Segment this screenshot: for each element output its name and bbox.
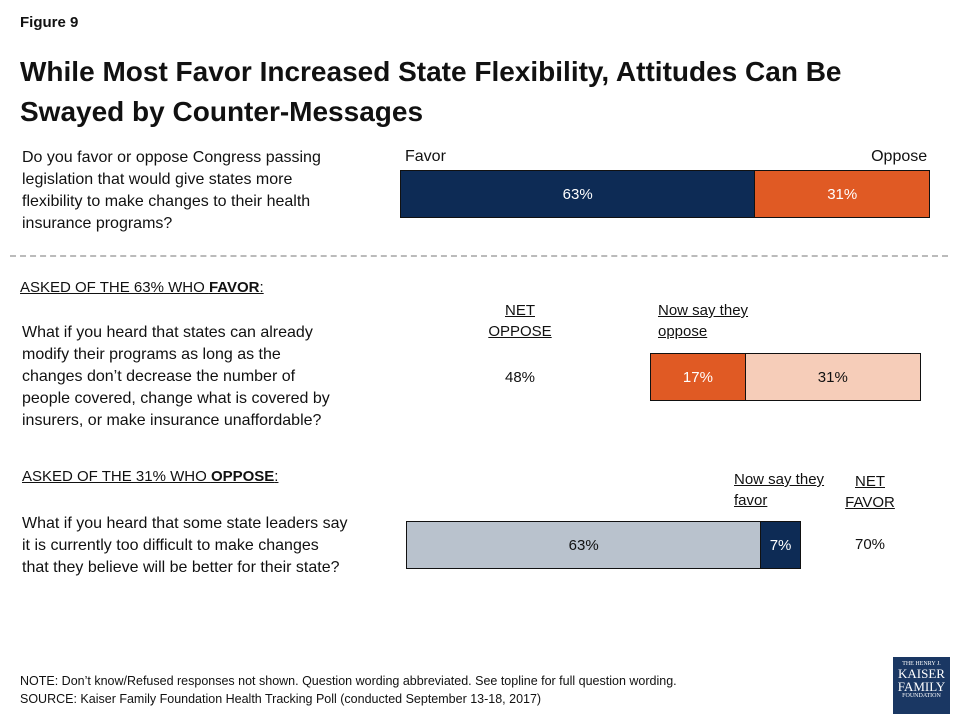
question-line: insurance programs? bbox=[22, 215, 173, 232]
question-line: changes don’t decrease the number of bbox=[22, 368, 296, 385]
heading-part: ASKED OF THE 63% WHO bbox=[20, 279, 209, 296]
figure-label: Figure 9 bbox=[20, 14, 79, 31]
note: NOTE: Don’t know/Refused responses not s… bbox=[20, 674, 677, 688]
question-line: modify their programs as long as the bbox=[22, 346, 281, 363]
heading-part: : bbox=[259, 279, 264, 296]
question-line: insurers, or make insurance unaffordable… bbox=[22, 412, 322, 429]
question-line: What if you heard that states can alread… bbox=[22, 324, 313, 341]
legend-label: Now say they favor bbox=[734, 471, 825, 509]
heading: ASKED OF THE 63% WHO FAVOR: bbox=[20, 279, 264, 296]
question: Do you favor or oppose Congress passing l… bbox=[22, 147, 321, 235]
net-heading: NET OPPOSE bbox=[460, 300, 580, 342]
question-line: What if you heard that some state leader… bbox=[22, 515, 348, 532]
title-line: While Most Favor Increased State Flexibi… bbox=[20, 56, 842, 87]
question: What if you heard that some state leader… bbox=[22, 513, 348, 579]
question-line: people covered, change what is covered b… bbox=[22, 390, 330, 407]
question-line: Do you favor or oppose Congress passing bbox=[22, 149, 321, 166]
heading-part: ASKED OF THE 31% WHO bbox=[22, 468, 211, 485]
net-value: 48% bbox=[504, 369, 536, 386]
heading-part: FAVOR bbox=[208, 279, 260, 296]
net-heading-line: NET bbox=[505, 302, 535, 319]
heading: ASKED OF THE 31% WHO OPPOSE: bbox=[22, 468, 278, 485]
notes: NOTE: Don’t know/Refused responses not s… bbox=[20, 672, 677, 708]
divider bbox=[10, 255, 948, 257]
question-line: legislation that would give states more bbox=[22, 171, 293, 188]
heading-part: OPPOSE bbox=[210, 468, 275, 485]
logo-text: THE HENRY J. bbox=[902, 661, 941, 667]
logo-text: FAMILY bbox=[897, 679, 946, 694]
net-heading-line: NET bbox=[855, 473, 885, 490]
net-value: 70% bbox=[854, 536, 886, 553]
bar-segment: 63% bbox=[400, 170, 756, 218]
logo: THE HENRY J. KAISER FAMILY FOUNDATION bbox=[893, 657, 950, 714]
bar-segment: 31% bbox=[745, 353, 921, 401]
bar-segment: 31% bbox=[755, 170, 931, 218]
question: What if you heard that states can alread… bbox=[22, 322, 330, 432]
question-line: it is currently too difficult to make ch… bbox=[22, 537, 319, 554]
legend-label: Oppose bbox=[871, 148, 928, 165]
legend-label: Now say they oppose bbox=[658, 302, 749, 340]
title-line: Swayed by Counter-Messages bbox=[20, 96, 424, 127]
heading-part: : bbox=[274, 468, 279, 485]
net-heading-line: OPPOSE bbox=[488, 323, 552, 340]
question-line: flexibility to make changes to their hea… bbox=[22, 193, 311, 210]
source: SOURCE: Kaiser Family Foundation Health … bbox=[20, 692, 542, 706]
net-heading-line: FAVOR bbox=[845, 494, 895, 511]
legend-label: Favor bbox=[405, 148, 446, 165]
bar-segment: 63% bbox=[406, 521, 762, 569]
logo-text: KAISER bbox=[898, 666, 945, 681]
logo-text: FOUNDATION bbox=[902, 693, 941, 699]
title: While Most Favor Increased State Flexibi… bbox=[20, 52, 842, 132]
bar-segment: 17% bbox=[650, 353, 746, 401]
question-line: that they believe will be better for the… bbox=[22, 559, 340, 576]
net-heading: NET FAVOR bbox=[810, 471, 930, 513]
bar-segment: 7% bbox=[761, 521, 801, 569]
